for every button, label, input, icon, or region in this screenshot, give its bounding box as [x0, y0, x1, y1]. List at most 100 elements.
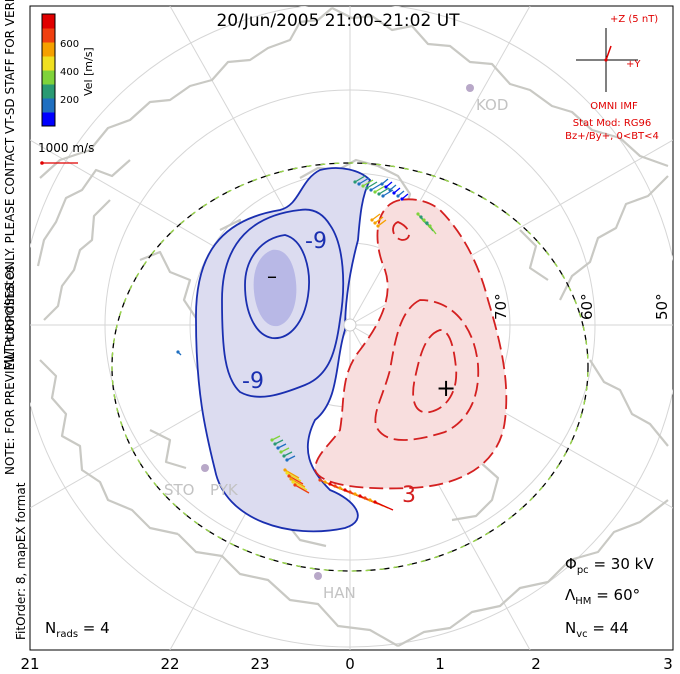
- colorbar-segment: [42, 56, 55, 71]
- map-frame: [29, 5, 674, 651]
- velocity-vector-origin: [283, 468, 287, 472]
- velocity-vector-origin: [422, 218, 426, 222]
- mlt-tick-2: 2: [531, 655, 541, 673]
- colorbar-segment: [42, 28, 55, 43]
- radar-count: Nrads = 4: [45, 619, 110, 640]
- imf-y-label: +Y: [626, 59, 641, 70]
- velocity-vector: [382, 189, 394, 197]
- coordinate-system-label: MLT coordinates: [3, 265, 18, 370]
- imf-vector: [605, 45, 612, 61]
- lat-label-70: 70°: [492, 293, 510, 320]
- station-label-kod: KOD: [476, 96, 508, 114]
- velocity-vector-origin: [428, 224, 432, 228]
- velocity-vector-origin: [358, 494, 362, 498]
- velocity-vector: [362, 179, 374, 187]
- station-marker-sto: [201, 464, 209, 472]
- velocity-vector-origin: [291, 480, 295, 484]
- velocity-vector-origin: [392, 191, 396, 195]
- imf-source: OMNI IMF: [590, 101, 638, 112]
- positive-cell: [314, 198, 508, 490]
- velocity-vector-origin: [373, 221, 377, 225]
- negative-cell-outer-contour: [195, 167, 372, 533]
- positive-cell-contour-3: [412, 329, 458, 414]
- negative-cell-core: [253, 249, 297, 327]
- fit-order-note: FitOrder: 8, mapEX format: [14, 482, 28, 640]
- velocity-vector: [374, 501, 394, 511]
- velocity-vector-origin: [323, 480, 327, 484]
- mlt-tick-23: 23: [250, 655, 269, 673]
- station-markers: [201, 84, 474, 580]
- velocity-vector-origin: [384, 185, 388, 189]
- imf-indicator: +Z (5 nT) +Y OMNI IMF Stat Mod: RG96 Bz+…: [565, 14, 659, 142]
- velocity-vector-origin: [365, 186, 369, 190]
- map-title: 20/Jun/2005 21:00–21:02 UT: [216, 11, 460, 31]
- mlt-tick-1: 1: [435, 655, 445, 673]
- negative-cell-contour-2: [221, 208, 345, 398]
- contour-label-pos-1: 3: [402, 483, 416, 508]
- velocity-vector-origin: [373, 190, 377, 194]
- velocity-vector: [374, 185, 386, 193]
- imf-model: Stat Mod: RG96: [573, 118, 652, 129]
- velocity-vector: [378, 187, 390, 195]
- velocity-vector-origin: [338, 486, 342, 490]
- contour-label-neg-1: -9: [305, 229, 327, 254]
- preview-note: NOTE: FOR PREVIEW PURPOSES ONLY. PLEASE …: [3, 0, 17, 475]
- contour-center-negative: –: [267, 264, 277, 288]
- velocity-vector-origin: [348, 490, 352, 494]
- station-label-sto: STO: [164, 481, 195, 499]
- velocity-vector-origin: [293, 483, 297, 487]
- map-content: KOD STO PYK HAN 70° 60° 50° -9 -9 – + 3: [30, 6, 673, 650]
- velocity-vector-origin: [363, 496, 367, 500]
- velocity-vector-origin: [381, 194, 385, 198]
- velocity-vector-origin: [388, 188, 392, 192]
- velocity-vector: [294, 484, 310, 494]
- velocity-vector-origin: [273, 442, 277, 446]
- colorbar-segment: [42, 84, 55, 99]
- velocity-vector: [286, 472, 302, 482]
- velocity-colorbar: 600 400 200 Vel [m/s]: [41, 13, 95, 127]
- velocity-vector: [366, 181, 378, 189]
- velocity-vector-origin: [419, 215, 423, 219]
- hm-boundary-green: [111, 162, 589, 572]
- colorbar-segment: [42, 14, 55, 29]
- colorbar-segment: [42, 98, 55, 113]
- lat-label-50: 50°: [653, 293, 671, 320]
- velocity-vector: [429, 225, 437, 235]
- velocity-vectors: [176, 175, 437, 511]
- colorbar-tick-400: 400: [60, 67, 79, 78]
- lat-label-60: 60°: [578, 293, 596, 320]
- velocity-vector-origin: [370, 218, 374, 222]
- negative-cell-contour-3: [244, 234, 310, 339]
- velocity-vector: [377, 219, 387, 227]
- velocity-vector-origin: [285, 458, 289, 462]
- velocity-vector: [290, 478, 306, 488]
- velocity-vector-origin: [353, 492, 357, 496]
- velocity-vector-origin: [368, 498, 372, 502]
- mlt-axis: 21 22 23 0 1 2 3: [20, 655, 672, 673]
- velocity-vector-origin: [396, 194, 400, 198]
- velocity-vector-origin: [377, 192, 381, 196]
- colorbar-segment: [42, 70, 55, 85]
- vector-count: Nvc = 44: [565, 619, 629, 640]
- velocity-vector-origin: [373, 500, 377, 504]
- velocity-vector: [284, 469, 300, 479]
- positive-cell-outer-contour: [314, 198, 508, 490]
- hm-latitude: ΛHM = 60°: [565, 586, 640, 607]
- contour-center-positive: +: [436, 374, 456, 402]
- mlt-tick-21: 21: [20, 655, 39, 673]
- velocity-vector: [354, 175, 366, 183]
- velocity-vector-origin: [282, 454, 286, 458]
- colorbar-label: Vel [m/s]: [82, 47, 95, 96]
- positive-cell-contour-2: [374, 299, 480, 441]
- velocity-vector-origin: [369, 188, 373, 192]
- velocity-vector-origin: [176, 350, 180, 354]
- velocity-vector-origin: [289, 477, 293, 481]
- contour-label-neg-2: -9: [242, 369, 264, 394]
- magnetic-pole-marker: [343, 318, 357, 332]
- velocity-vector-origin: [287, 474, 291, 478]
- velocity-vector-origin: [276, 446, 280, 450]
- imf-z-label: +Z (5 nT): [610, 14, 658, 25]
- station-label-han: HAN: [323, 584, 356, 602]
- positive-cell-contour-small: [392, 221, 410, 241]
